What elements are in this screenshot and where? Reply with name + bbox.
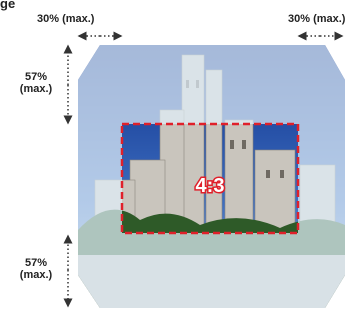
label-line: (max.) <box>20 269 53 281</box>
label: 30% (max.) <box>288 13 346 25</box>
label: 57%(max.) <box>20 71 53 95</box>
aspect-label: 4:3 <box>196 175 225 197</box>
diagram: ge 30% (max.) 30% (max.) 57%(max.) 57%(m… <box>0 0 363 312</box>
label-line: (max.) <box>20 83 53 95</box>
label: 30% (max.) <box>37 13 95 25</box>
label-line: 57% <box>25 71 47 83</box>
label-line: 57% <box>25 257 47 269</box>
heading: ge <box>0 0 15 11</box>
label: 57%(max.) <box>20 257 53 281</box>
